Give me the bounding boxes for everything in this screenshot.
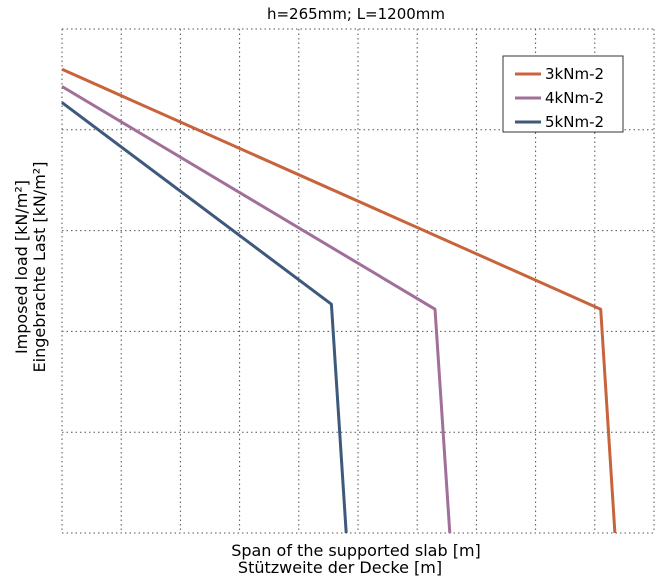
series-line-1 <box>61 67 617 534</box>
legend-label: 4kNm-2 <box>545 89 604 107</box>
x-axis-label-de: Stützweite der Decke [m] <box>238 558 442 577</box>
y-axis-label-en: Imposed load [kN/m²] <box>12 180 31 354</box>
legend-box <box>502 55 624 133</box>
legend-label: 3kNm-2 <box>545 65 604 83</box>
series-line-2 <box>61 85 452 534</box>
legend-label: 5kNm-2 <box>545 113 604 131</box>
chart-title: h=265mm; L=1200mm <box>267 5 445 23</box>
x-axis-label-en: Span of the supported slab [m] <box>231 541 481 560</box>
y-axis-label-de: Eingebrachte Last [kN/m²] <box>30 162 49 373</box>
series-line-3 <box>61 101 348 534</box>
series-lines <box>61 67 617 534</box>
legend: 3kNm-2 4kNm-2 5kNm-2 <box>502 55 624 133</box>
